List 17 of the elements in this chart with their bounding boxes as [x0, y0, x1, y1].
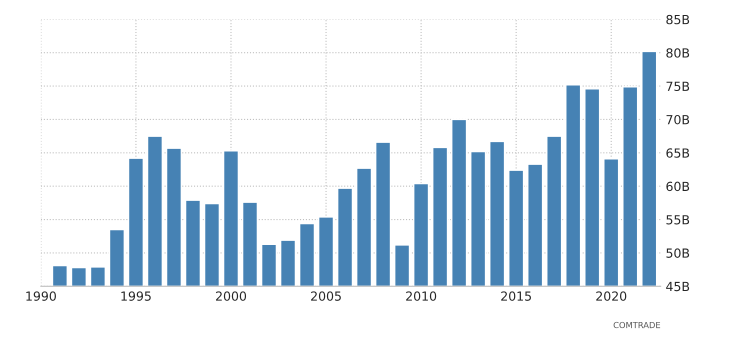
y-tick-label: 55B	[666, 215, 690, 224]
y-tick-label: 60B	[666, 182, 690, 192]
y-tick-label: 75B	[666, 82, 690, 92]
y-tick-label: 70B	[666, 114, 690, 124]
y-tick-label: 80B	[666, 48, 690, 58]
y-tick-label: 50B	[666, 248, 690, 258]
y-tick-label: 65B	[666, 148, 690, 158]
x-tick-label: 2020	[596, 291, 626, 301]
y-tick-label: 85B	[666, 14, 690, 24]
x-tick-label: 2015	[501, 291, 531, 301]
y-tick-label: 45B	[666, 282, 690, 292]
x-tick-label: 2010	[406, 291, 436, 301]
text: COMTRADE	[614, 322, 660, 328]
x-tick-label: 1995	[121, 291, 151, 301]
x-tick-label: 2005	[311, 291, 341, 301]
x-tick-label: 2000	[216, 291, 246, 301]
x-tick-label: 1990	[26, 291, 56, 301]
